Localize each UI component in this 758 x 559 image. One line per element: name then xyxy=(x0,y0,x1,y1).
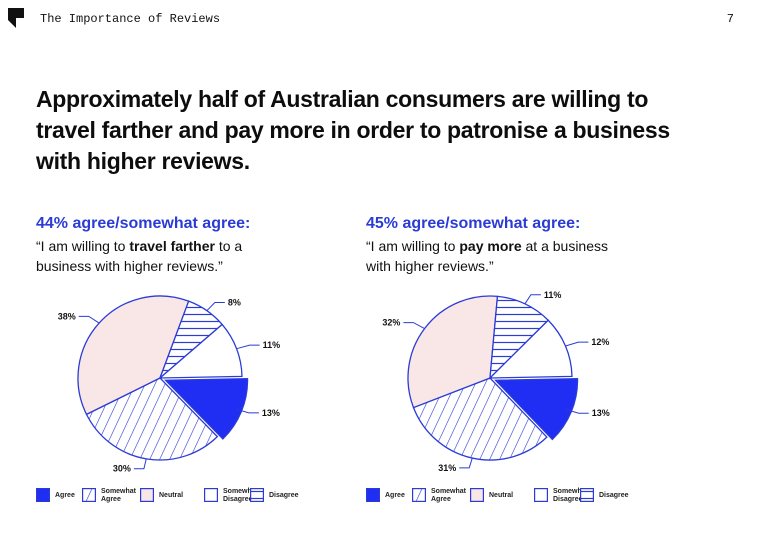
quote: “I am willing to travel farther to a bus… xyxy=(36,236,296,276)
legend-swatch xyxy=(366,488,380,502)
quote-pre: “I am willing to xyxy=(366,238,460,254)
pie-slice-agree xyxy=(164,377,249,440)
legend-swatch xyxy=(204,488,218,502)
headline: Approximately half of Australian consume… xyxy=(36,86,670,174)
slice-label: 38% xyxy=(58,311,76,321)
legend-swatch xyxy=(82,488,96,502)
legend-label: Somewhat Agree xyxy=(431,488,467,503)
page-header: The Importance of Reviews 7 xyxy=(0,0,758,36)
pie-chart-pay-more: 13% 31% 32% 11% 12% xyxy=(382,290,610,473)
pie-slice-agree xyxy=(494,377,579,441)
pie-slice-somewhat-disagree xyxy=(488,319,573,379)
leader-line xyxy=(459,457,473,469)
leader-line xyxy=(235,408,259,414)
legend-label: Somewhat Disagree xyxy=(553,488,589,503)
legend-swatch xyxy=(580,488,594,502)
quote-pre: “I am willing to xyxy=(36,238,130,254)
pie-slice-somewhat-agree xyxy=(412,377,548,461)
slice-label: 32% xyxy=(382,318,400,328)
slice-label: 11% xyxy=(544,290,562,300)
quote-post: at a business with higher reviews.” xyxy=(366,238,608,274)
slice-label: 11% xyxy=(263,340,281,350)
slice-label: 8% xyxy=(228,298,241,308)
pie-chart-travel-farther: 13% 30% 38% 8% 11% xyxy=(58,295,281,474)
panel-pay-more: 45% agree/somewhat agree: “I am willing … xyxy=(366,214,696,276)
slice-label: 13% xyxy=(592,408,610,418)
legend-label: Somewhat Disagree xyxy=(223,488,259,503)
leader-line xyxy=(565,408,589,414)
leader-line xyxy=(78,315,100,324)
legend-swatch xyxy=(534,488,548,502)
leader-line xyxy=(133,458,147,470)
legend-label: Agree xyxy=(55,492,75,499)
slice-label: 13% xyxy=(262,408,280,418)
leader-line xyxy=(403,322,425,330)
legend-label: Disagree xyxy=(269,492,299,499)
legend-swatch xyxy=(36,488,50,502)
pie-slice-neutral xyxy=(407,295,499,409)
panel-travel-farther: 44% agree/somewhat agree: “I am willing … xyxy=(36,214,366,276)
header-title: The Importance of Reviews xyxy=(40,12,221,26)
slice-label: 31% xyxy=(438,463,456,473)
leader-line xyxy=(236,344,260,350)
legend-label: Neutral xyxy=(159,492,184,499)
page-number: 7 xyxy=(726,12,734,26)
legend-swatch xyxy=(470,488,484,502)
slice-label: 12% xyxy=(591,337,609,347)
logo-icon xyxy=(8,8,24,28)
slice-label: 30% xyxy=(113,464,131,474)
stat-heading: 45% agree/somewhat agree: xyxy=(366,215,581,232)
leader-line xyxy=(206,302,225,312)
stat-heading: 44% agree/somewhat agree: xyxy=(36,215,251,232)
legend-label: Neutral xyxy=(489,492,514,499)
legend-swatch xyxy=(250,488,264,502)
quote-bold: travel farther xyxy=(129,238,215,254)
leader-line xyxy=(524,294,541,305)
pie-slice-neutral xyxy=(77,295,190,416)
legend-label: Agree xyxy=(385,492,405,499)
quote-bold: pay more xyxy=(459,238,522,254)
quote-post: to a business with higher reviews.” xyxy=(36,238,243,274)
legend-swatch xyxy=(412,488,426,502)
legend-label: Somewhat Agree xyxy=(101,488,137,503)
leader-line xyxy=(565,341,589,347)
legend-swatch xyxy=(140,488,154,502)
legend-label: Disagree xyxy=(599,492,629,499)
quote: “I am willing to pay more at a business … xyxy=(366,236,626,276)
